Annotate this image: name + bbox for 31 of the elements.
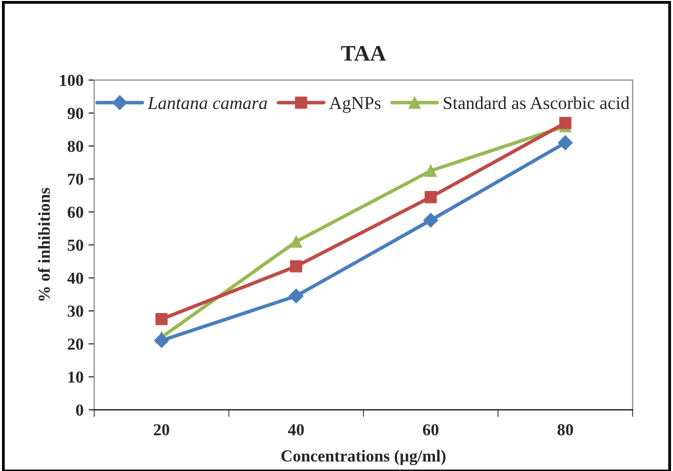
y-tick-label: 80: [68, 140, 84, 152]
y-tick-label: 40: [67, 272, 84, 284]
point: [424, 164, 437, 177]
y-tick-label: 90: [68, 108, 84, 119]
y-tick-label: 70: [68, 174, 84, 185]
point: [290, 260, 302, 272]
legend-label: AgNPs: [329, 97, 381, 113]
y-tick-label: 60: [68, 206, 84, 218]
x-tick-label: 20: [154, 424, 170, 436]
x-tick-label: 60: [422, 424, 438, 436]
y-tick-label: 10: [68, 372, 84, 383]
y-tick-label: 30: [68, 306, 84, 317]
legend-label: Lantana camara: [148, 97, 267, 110]
x-tick-label: 80: [558, 424, 574, 436]
x-tick-label: 40: [288, 424, 304, 436]
point: [423, 212, 438, 228]
y-tick-label: 0: [76, 404, 84, 416]
y-tick-label: 100: [60, 74, 84, 86]
y-tick-label: 50: [68, 240, 84, 251]
point: [154, 333, 169, 348]
point: [558, 135, 573, 150]
point: [155, 313, 168, 326]
point: [424, 191, 437, 204]
y-tick-label: 20: [68, 338, 84, 350]
point: [290, 236, 302, 248]
y-axis-title: % of inhibitions: [38, 188, 50, 301]
x-axis-title: Concentrations (µg/ml): [281, 450, 446, 466]
chart-title: TAA: [341, 46, 386, 61]
point: [559, 116, 572, 130]
point: [288, 288, 304, 304]
legend-label: Standard as Ascorbic acid: [444, 96, 630, 110]
